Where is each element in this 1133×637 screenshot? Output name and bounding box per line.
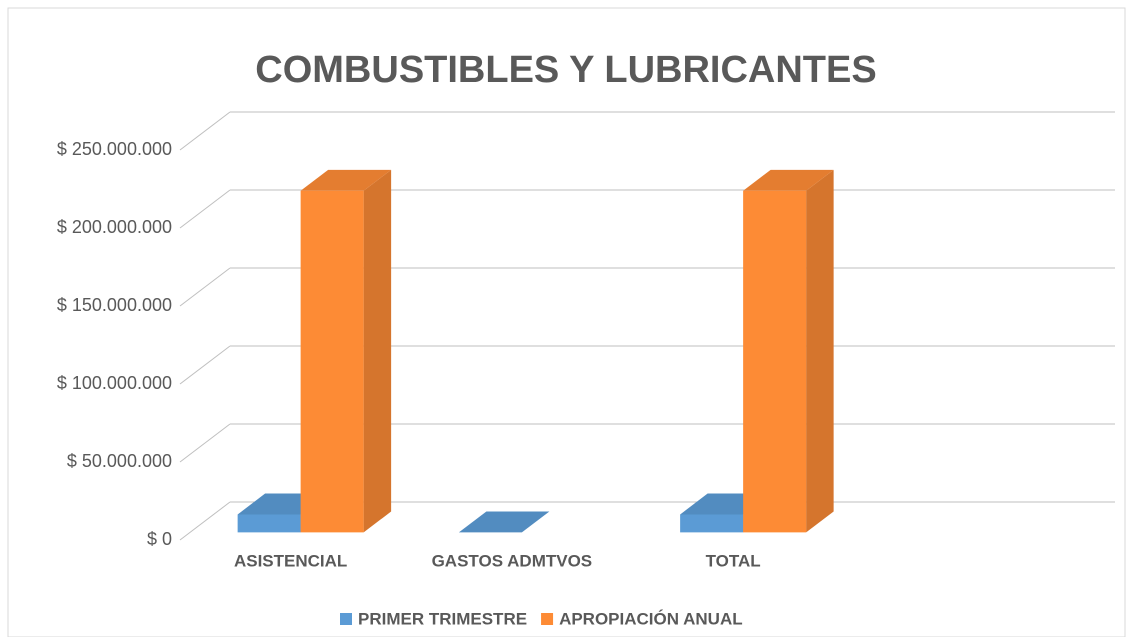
grid-line [179,423,231,463]
grid-line [179,345,231,385]
grid-line [179,111,231,151]
y-tick-label: $ 50.000.000 [67,451,172,471]
chart-title: COMBUSTIBLES Y LUBRICANTES [255,49,876,91]
chart-frame [7,7,1126,637]
bar-front [237,514,301,533]
y-tick-label: $ 150.000.000 [57,295,172,315]
grid-line [179,189,231,229]
y-tick-label: $ 200.000.000 [57,217,172,237]
x-tick-label: GASTOS ADMTVOS [432,551,593,570]
bar-front [743,190,807,533]
legend-label: PRIMER TRIMESTRE [358,609,527,628]
grid-line [179,267,231,307]
x-tick-label: ASISTENCIAL [234,551,347,570]
bar-top [743,169,834,191]
bar-side [806,169,834,533]
x-tick-label: TOTAL [706,551,761,570]
y-tick-label: $ 250.000.000 [57,139,172,159]
legend-label: APROPIACIÓN ANUAL [559,609,743,628]
bar-side [363,169,392,533]
bar-top [300,169,392,191]
legend-swatch [541,613,554,625]
y-tick-label: $ 100.000.000 [57,373,172,393]
legend-swatch [340,613,352,625]
bar-front [300,190,364,533]
bar-top [458,511,550,533]
grid-line [179,501,231,541]
y-tick-label: $ 0 [147,529,172,549]
bar-front [680,514,744,533]
